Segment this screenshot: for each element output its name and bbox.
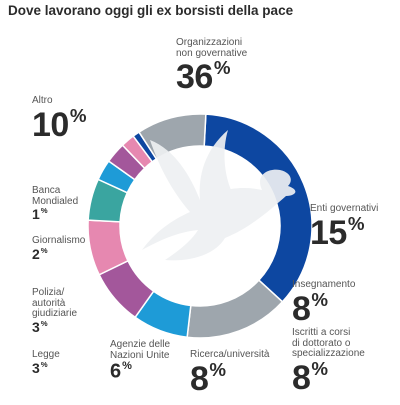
label-polizia-value: 3% (32, 318, 48, 335)
label-dottorato-name: Iscritti a corsi di dottorato o speciali… (292, 327, 365, 359)
label-enti: Enti governativi 15% (310, 203, 400, 252)
label-onu-value: 6% (110, 360, 132, 383)
label-legge-name: Legge (32, 349, 60, 360)
label-ong-value: 36% (176, 57, 230, 97)
label-ricerca: Ricerca/università 8% (190, 349, 300, 398)
dove-icon (142, 130, 296, 261)
label-insegnamento-name: Insegnamento (292, 279, 356, 290)
label-ong: Organizzazioni non governative 36% (176, 37, 336, 97)
chart-title: Dove lavorano oggi gli ex borsisti della… (8, 3, 294, 18)
label-banca-name: Banca Mondialed (32, 185, 79, 207)
label-giornalismo: Giornalismo 2% (32, 235, 102, 262)
label-enti-value: 15% (310, 212, 364, 252)
label-legge-value: 3% (32, 359, 48, 376)
label-banca-value: 1% (32, 206, 48, 222)
label-enti-name: Enti governativi (310, 203, 379, 214)
label-giornalismo-name: Giornalismo (32, 235, 86, 246)
label-ricerca-name: Ricerca/università (190, 349, 270, 360)
label-onu: Agenzie delle Nazioni Unite 6% (110, 339, 190, 383)
slice-enti-governativi (186, 279, 284, 339)
label-altro-name: Altro (32, 95, 53, 106)
label-altro-value: 10% (32, 104, 86, 144)
label-giornalismo-value: 2% (32, 245, 48, 262)
label-altro: Altro 10% (32, 95, 112, 144)
label-legge: Legge 3% (32, 349, 92, 376)
label-polizia-name: Polizia/ autorità giudiziarie (32, 287, 78, 319)
label-insegnamento: Insegnamento 8% (292, 279, 392, 328)
label-ricerca-value: 8% (190, 358, 226, 398)
label-banca: Banca Mondialed 1% (32, 185, 102, 222)
label-insegnamento-value: 8% (292, 288, 328, 328)
label-onu-name: Agenzie delle Nazioni Unite (110, 339, 171, 361)
label-dottorato: Iscritti a corsi di dottorato o speciali… (292, 327, 400, 397)
label-ong-name: Organizzazioni non governative (176, 37, 248, 59)
label-polizia: Polizia/ autorità giudiziarie 3% (32, 287, 102, 335)
label-dottorato-value: 8% (292, 357, 328, 397)
